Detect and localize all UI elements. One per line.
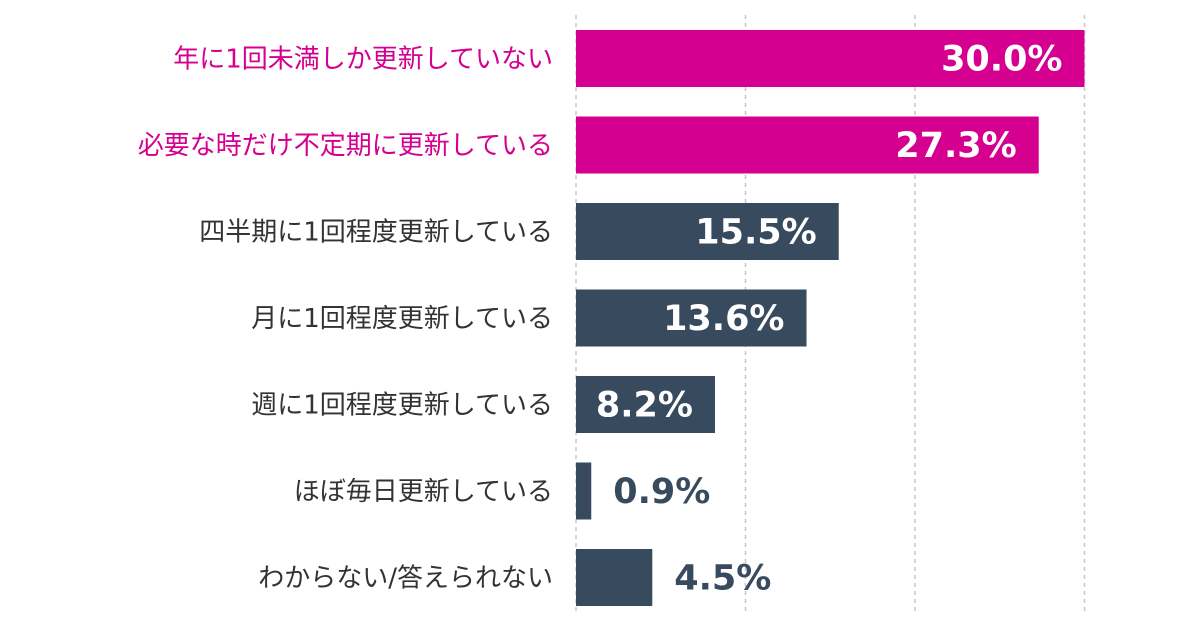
bar: [576, 289, 807, 347]
category-label: 四半期に1回程度更新している: [199, 218, 553, 248]
value-labels: 30.0% 27.3% 15.5% 13.6% 8.2% 0.9% 4.5%: [596, 40, 1063, 599]
value-label: 8.2%: [596, 386, 693, 426]
bar: [576, 462, 592, 520]
value-label: 15.5%: [695, 213, 816, 253]
category-label: 年に1回未満しか更新していない: [173, 45, 553, 75]
category-label: ほぼ毎日更新している: [294, 477, 553, 507]
category-label: 週に1回程度更新している: [251, 391, 553, 421]
value-label: 27.3%: [895, 126, 1016, 166]
bar: [576, 30, 1085, 87]
value-label: 30.0%: [941, 40, 1062, 80]
bar: [576, 376, 715, 433]
category-label: 月に1回程度更新している: [251, 304, 553, 334]
value-label: 4.5%: [674, 559, 771, 599]
bar: [576, 203, 839, 260]
category-label: わからない/答えられない: [258, 564, 553, 594]
bars: [576, 30, 1085, 606]
category-label: 必要な時だけ不定期に更新している: [138, 131, 553, 161]
value-label: 0.9%: [613, 472, 710, 512]
value-label: 13.6%: [663, 299, 784, 339]
category-labels: 年に1回未満しか更新していない必要な時だけ不定期に更新している四半期に1回程度更…: [138, 45, 553, 594]
bar: [576, 116, 1039, 174]
bar: [576, 549, 653, 606]
